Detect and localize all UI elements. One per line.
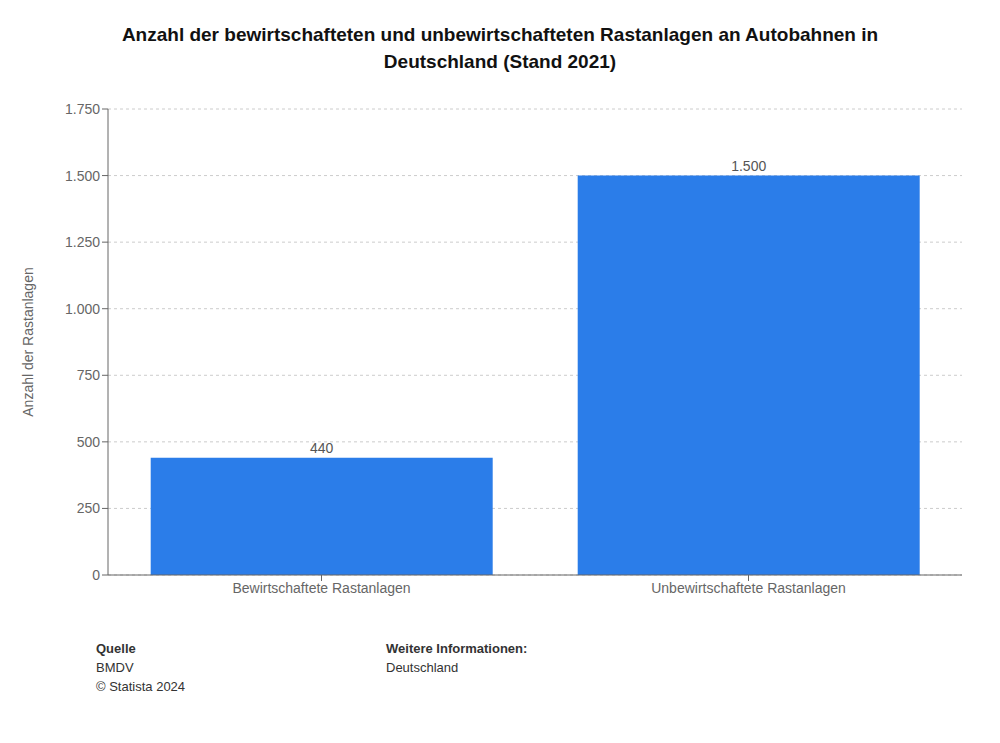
html-text:Deutschland (Stand 2021): Deutschland (Stand 2021) <box>383 50 617 72</box>
svg-text:Unbewirtschaftete Rastanlagen: Unbewirtschaftete Rastanlagen <box>651 580 846 596</box>
svg-text:0: 0 <box>92 567 100 583</box>
html-text:Deutschland: Deutschland <box>386 660 459 676</box>
svg-text:500: 500 <box>77 434 101 450</box>
html-text:© Statista 2024: © Statista 2024 <box>96 679 186 695</box>
svg-text:1.500: 1.500 <box>65 168 100 184</box>
svg-text:440: 440 <box>310 440 334 456</box>
svg-text:Anzahl der Rastanlagen: Anzahl der Rastanlagen <box>20 267 36 416</box>
svg-text:1.250: 1.250 <box>65 234 100 250</box>
svg-text:1.750: 1.750 <box>65 101 100 117</box>
html-text:Quelle: Quelle <box>96 641 136 657</box>
svg-text:1.500: 1.500 <box>731 158 766 174</box>
html-text:Weitere Informationen:: Weitere Informationen: <box>386 641 528 657</box>
html-text:Anzahl der bewirtschafteten un: Anzahl der bewirtschafteten und unbewirt… <box>121 24 879 45</box>
html-text:BMDV: BMDV <box>96 660 134 676</box>
svg-text:1.000: 1.000 <box>65 301 100 317</box>
svg-text:Bewirtschaftete Rastanlagen: Bewirtschaftete Rastanlagen <box>232 580 410 596</box>
svg-text:750: 750 <box>77 367 101 383</box>
svg-text:250: 250 <box>77 501 101 517</box>
